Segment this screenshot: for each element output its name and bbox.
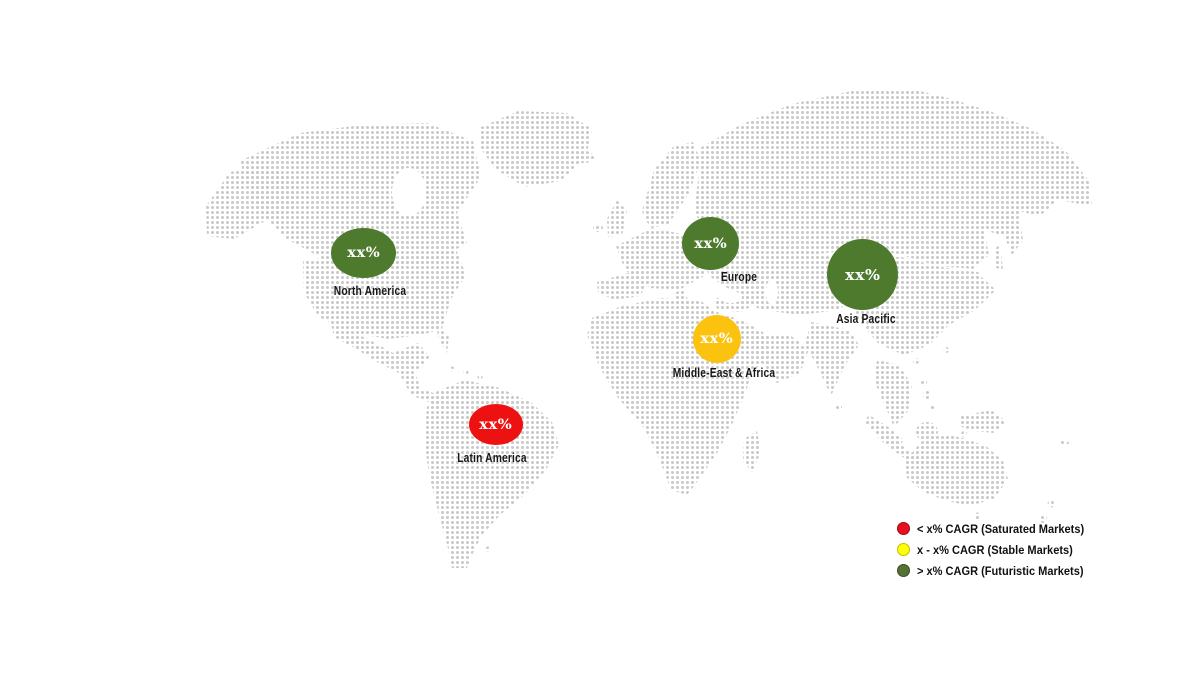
legend-label-saturated-markets: < x% CAGR (Saturated Markets)	[917, 521, 1085, 536]
region-value-north-america: xx%	[346, 245, 381, 261]
cagr-legend: < x% CAGR (Saturated Markets) x - x% CAG…	[897, 522, 1099, 585]
continent-asia	[694, 89, 1092, 470]
continent-north-america	[206, 123, 483, 407]
region-label-latin-america: Latin America	[457, 451, 527, 465]
legend-item-stable-markets: x - x% CAGR (Stable Markets)	[897, 542, 1099, 557]
region-bubble-latin-america: xx%	[469, 404, 523, 445]
continent-africa	[587, 298, 770, 495]
region-value-middle-east-africa: xx%	[700, 331, 734, 347]
legend-item-futuristic-markets: > x% CAGR (Futuristic Markets)	[897, 563, 1099, 578]
greenland-iceland	[479, 111, 594, 187]
region-label-north-america: North America	[333, 284, 407, 298]
region-label-asia-pacific: Asia Pacific	[836, 312, 896, 326]
region-value-asia-pacific: xx%	[844, 265, 881, 284]
region-value-latin-america: xx%	[479, 416, 513, 433]
region-label-europe: Europe	[720, 270, 758, 284]
legend-dot-green-icon	[897, 564, 910, 577]
legend-item-saturated-markets: < x% CAGR (Saturated Markets)	[897, 521, 1099, 536]
region-bubble-north-america: xx%	[331, 228, 396, 278]
legend-label-futuristic-markets: > x% CAGR (Futuristic Markets)	[917, 563, 1084, 578]
region-label-middle-east-africa: Middle-East & Africa	[672, 366, 776, 380]
region-bubble-middle-east-africa: xx%	[693, 315, 741, 363]
region-value-europe: xx%	[693, 235, 728, 252]
region-bubble-europe: xx%	[682, 217, 739, 270]
continent-oceania	[905, 434, 1072, 523]
legend-dot-yellow-icon	[897, 543, 910, 556]
legend-label-stable-markets: x - x% CAGR (Stable Markets)	[917, 542, 1073, 557]
region-bubble-asia-pacific: xx%	[827, 239, 898, 310]
sea-cutouts	[392, 168, 778, 305]
continent-south-america	[424, 380, 559, 568]
legend-dot-red-icon	[897, 522, 910, 535]
